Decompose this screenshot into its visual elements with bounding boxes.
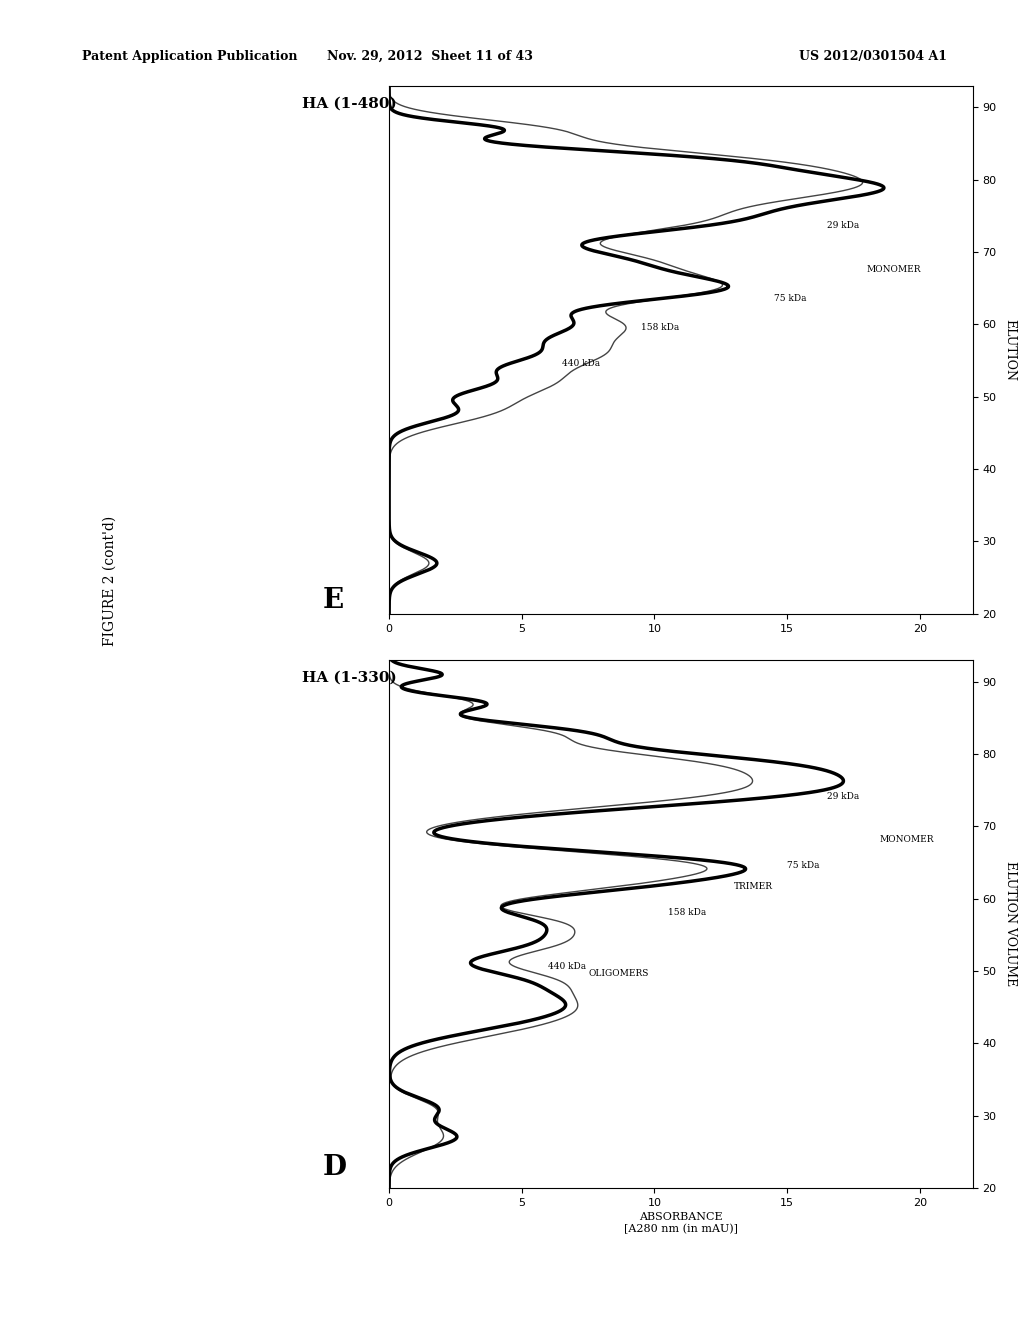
Text: 29 kDa: 29 kDa [826, 222, 859, 231]
Text: E: E [323, 587, 344, 614]
Text: MONOMER: MONOMER [880, 836, 935, 845]
Text: 158 kDa: 158 kDa [668, 908, 706, 917]
Text: 158 kDa: 158 kDa [641, 322, 679, 331]
Text: FIGURE 2 (cont'd): FIGURE 2 (cont'd) [102, 516, 117, 645]
Text: 440 kDa: 440 kDa [561, 359, 600, 368]
Text: Nov. 29, 2012  Sheet 11 of 43: Nov. 29, 2012 Sheet 11 of 43 [327, 50, 534, 63]
Text: Patent Application Publication: Patent Application Publication [82, 50, 297, 63]
Text: OLIGOMERS: OLIGOMERS [588, 969, 648, 978]
Text: HA (1-480): HA (1-480) [301, 96, 396, 111]
Y-axis label: ELUTION VOLUME: ELUTION VOLUME [1004, 862, 1017, 986]
Text: TRIMER: TRIMER [734, 883, 773, 891]
X-axis label: ABSORBANCE
[A280 nm (in mAU)]: ABSORBANCE [A280 nm (in mAU)] [624, 1212, 738, 1234]
Text: D: D [323, 1155, 346, 1181]
Text: 440 kDa: 440 kDa [548, 962, 587, 972]
Text: US 2012/0301504 A1: US 2012/0301504 A1 [799, 50, 947, 63]
Text: MONOMER: MONOMER [866, 265, 922, 273]
Y-axis label: ELUTION: ELUTION [1004, 319, 1017, 380]
Text: HA (1-330): HA (1-330) [301, 671, 396, 685]
Text: 29 kDa: 29 kDa [826, 792, 859, 801]
Text: 75 kDa: 75 kDa [774, 294, 806, 302]
Text: 75 kDa: 75 kDa [787, 861, 819, 870]
